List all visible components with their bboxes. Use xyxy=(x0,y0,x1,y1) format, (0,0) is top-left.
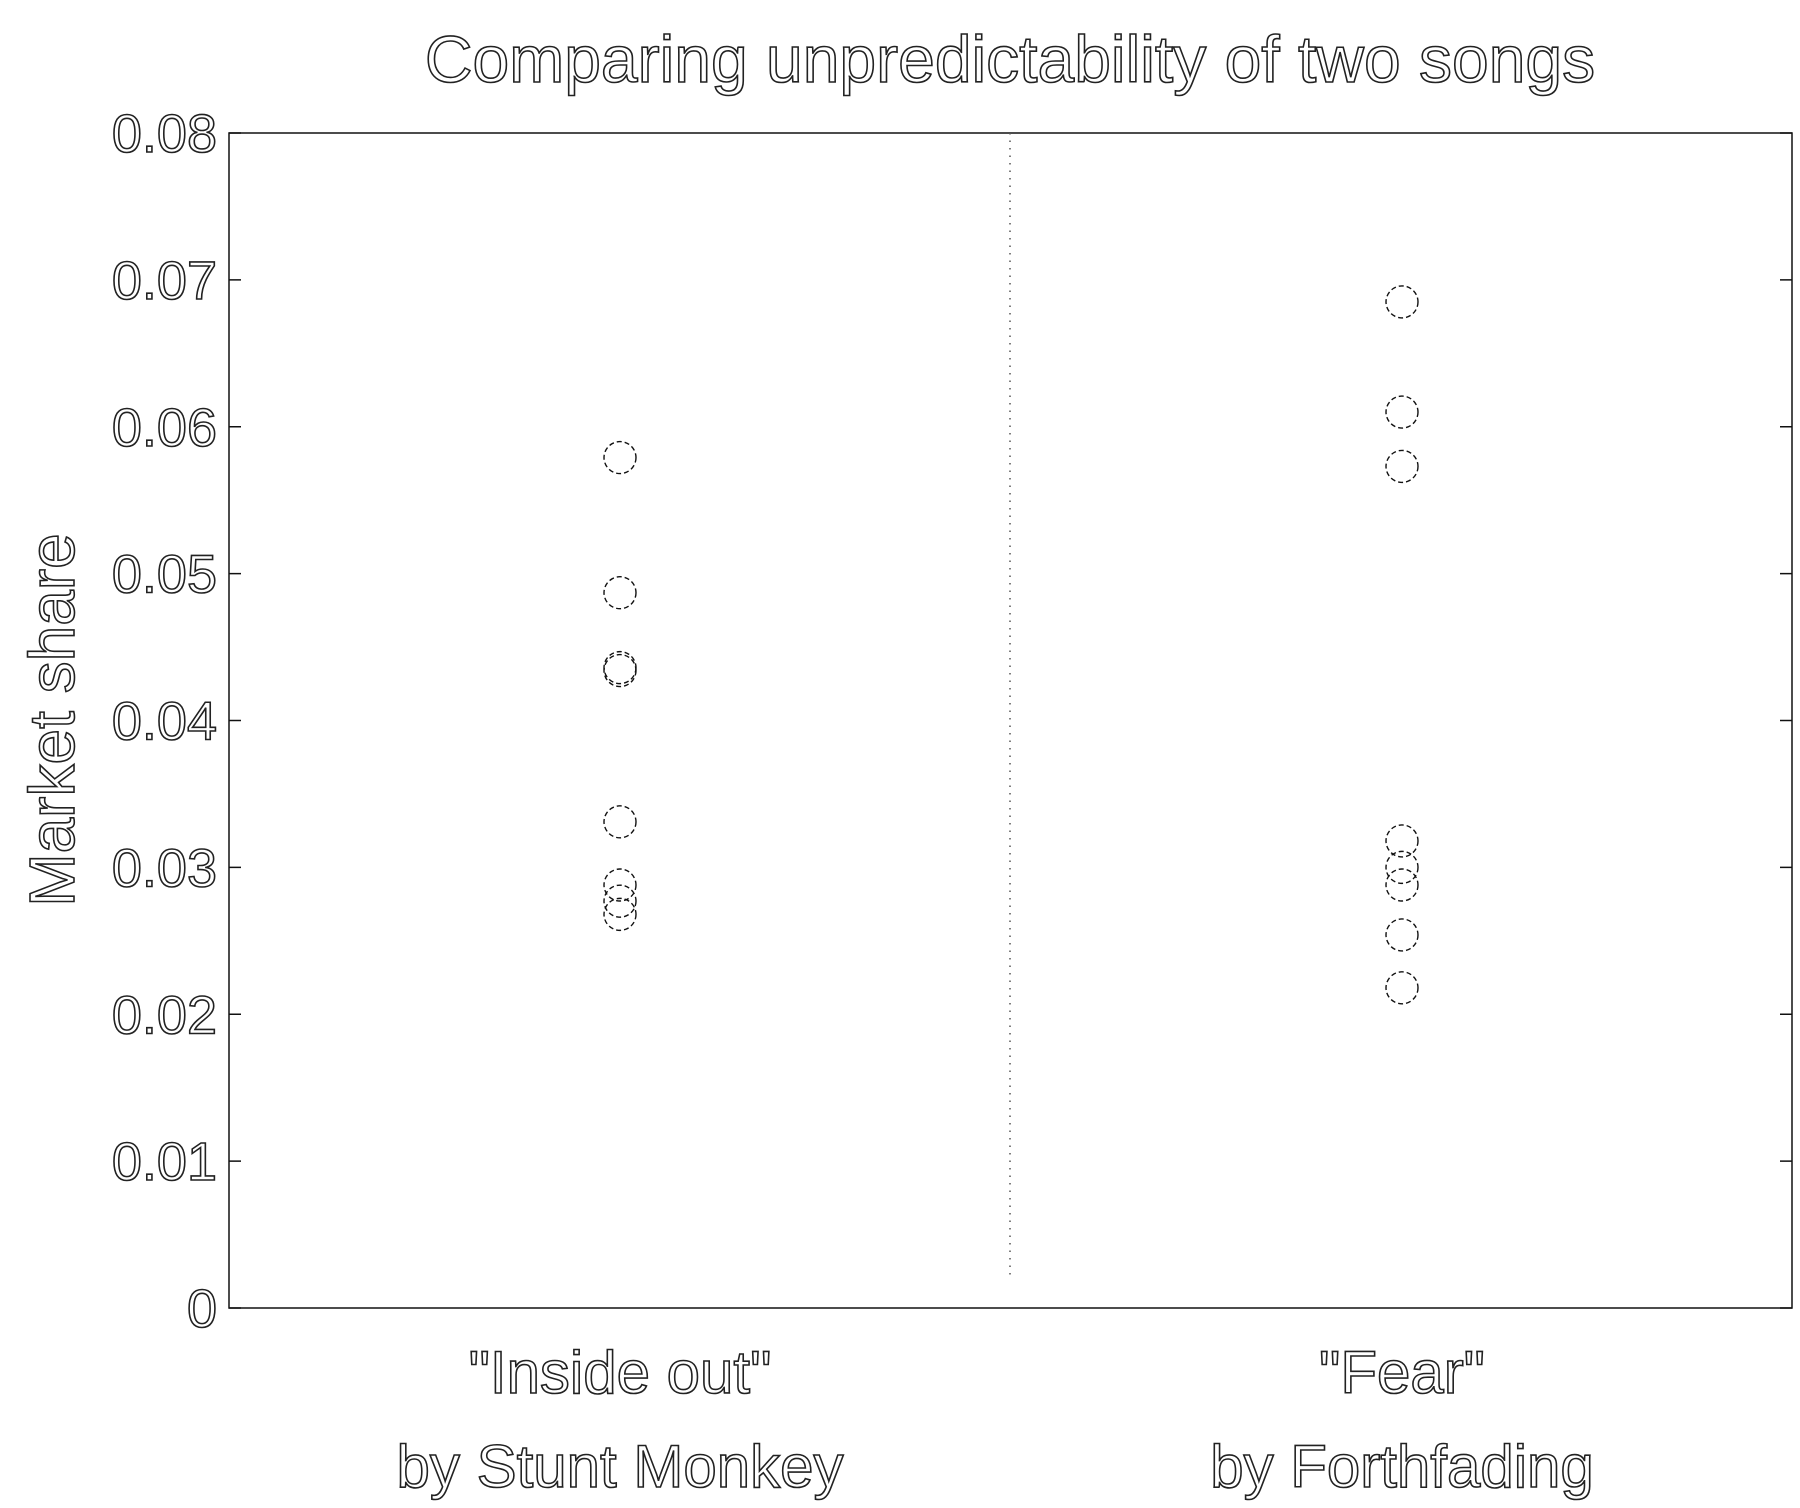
data-point xyxy=(603,576,637,610)
y-tick-label: 0.06 xyxy=(112,398,217,458)
data-point xyxy=(1385,449,1419,484)
y-tick-label: 0.02 xyxy=(112,985,217,1045)
data-point xyxy=(1385,868,1419,902)
y-tick-label: 0.08 xyxy=(112,104,217,164)
data-point xyxy=(603,805,637,839)
y-tick-label: 0.03 xyxy=(112,838,217,898)
data-point xyxy=(1385,971,1419,1005)
x-category-title: "Fear" xyxy=(1319,1339,1485,1406)
x-category-artist: by Stunt Monkey xyxy=(397,1433,844,1500)
y-tick-label: 0.04 xyxy=(112,692,217,752)
data-point xyxy=(1385,395,1419,429)
data-point xyxy=(1385,824,1419,858)
y-tick-label: 0.01 xyxy=(112,1132,217,1192)
y-tick-label: 0.05 xyxy=(112,545,217,605)
data-point xyxy=(1385,918,1419,952)
data-point xyxy=(1385,850,1419,885)
y-tick-label: 0 xyxy=(187,1279,217,1339)
y-axis-label: Market share xyxy=(16,533,88,906)
x-category-title: "Inside out" xyxy=(469,1339,772,1406)
x-category-artist: by Forthfading xyxy=(1210,1433,1594,1500)
data-point xyxy=(603,650,637,685)
data-point xyxy=(1385,285,1419,319)
data-point xyxy=(603,884,637,918)
data-point xyxy=(603,653,637,688)
data-points xyxy=(603,285,1419,1005)
data-point xyxy=(603,868,637,902)
data-point xyxy=(603,897,637,932)
data-point xyxy=(603,440,637,475)
y-axis-ticks: 0 0.01 0.02 0.03 0.04 0.05 0.06 0.07 0.08 xyxy=(111,103,1792,1340)
y-tick-label: 0.07 xyxy=(112,251,217,311)
chart-title: Comparing unpredictability of two songs xyxy=(425,22,1595,96)
x-axis-labels: "Inside out" by Stunt Monkey "Fear" by Fort… xyxy=(396,1338,1595,1501)
